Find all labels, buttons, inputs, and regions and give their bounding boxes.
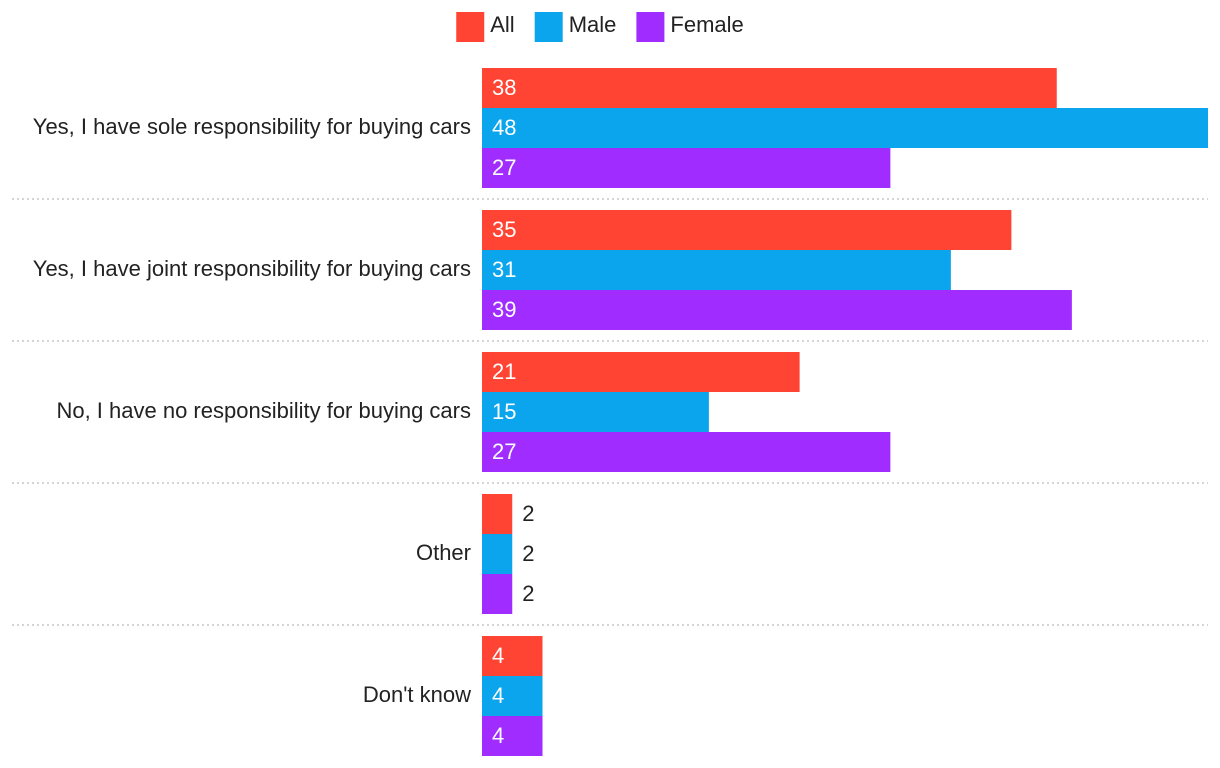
legend-swatch — [534, 12, 563, 42]
value-label: 27 — [492, 439, 516, 464]
value-label: 15 — [492, 399, 516, 424]
value-label: 35 — [492, 217, 516, 242]
bar — [482, 68, 1057, 108]
value-label: 39 — [492, 297, 516, 322]
legend-swatch — [636, 12, 665, 42]
category-label: Other — [416, 540, 471, 565]
bar — [482, 574, 513, 614]
bar — [482, 352, 800, 392]
value-label: 2 — [522, 501, 534, 526]
category-label: Yes, I have sole responsibility for buyi… — [33, 114, 471, 139]
value-label: 4 — [492, 723, 504, 748]
bar — [482, 148, 891, 188]
legend-label: Male — [569, 12, 617, 37]
bar — [482, 432, 891, 472]
legend-label: Female — [670, 12, 743, 37]
value-label: 38 — [492, 75, 516, 100]
legend-label: All — [490, 12, 514, 37]
bar — [482, 210, 1012, 250]
bar — [482, 676, 543, 716]
bar — [482, 392, 709, 432]
category-label: Yes, I have joint responsibility for buy… — [33, 256, 471, 281]
bar — [482, 250, 951, 290]
bar — [482, 534, 513, 574]
category-label: No, I have no responsibility for buying … — [56, 398, 471, 423]
value-label: 27 — [492, 155, 516, 180]
value-label: 21 — [492, 359, 516, 384]
bar — [482, 290, 1072, 330]
bar — [482, 636, 543, 676]
value-label: 4 — [492, 643, 504, 668]
value-label: 2 — [522, 581, 534, 606]
legend-swatch — [456, 12, 485, 42]
bar — [482, 716, 543, 756]
value-label: 31 — [492, 257, 516, 282]
bar — [482, 108, 1208, 148]
value-label: 2 — [522, 541, 534, 566]
bar — [482, 494, 513, 534]
value-label: 48 — [492, 115, 516, 140]
category-label: Don't know — [363, 682, 471, 707]
value-label: 4 — [492, 683, 504, 708]
